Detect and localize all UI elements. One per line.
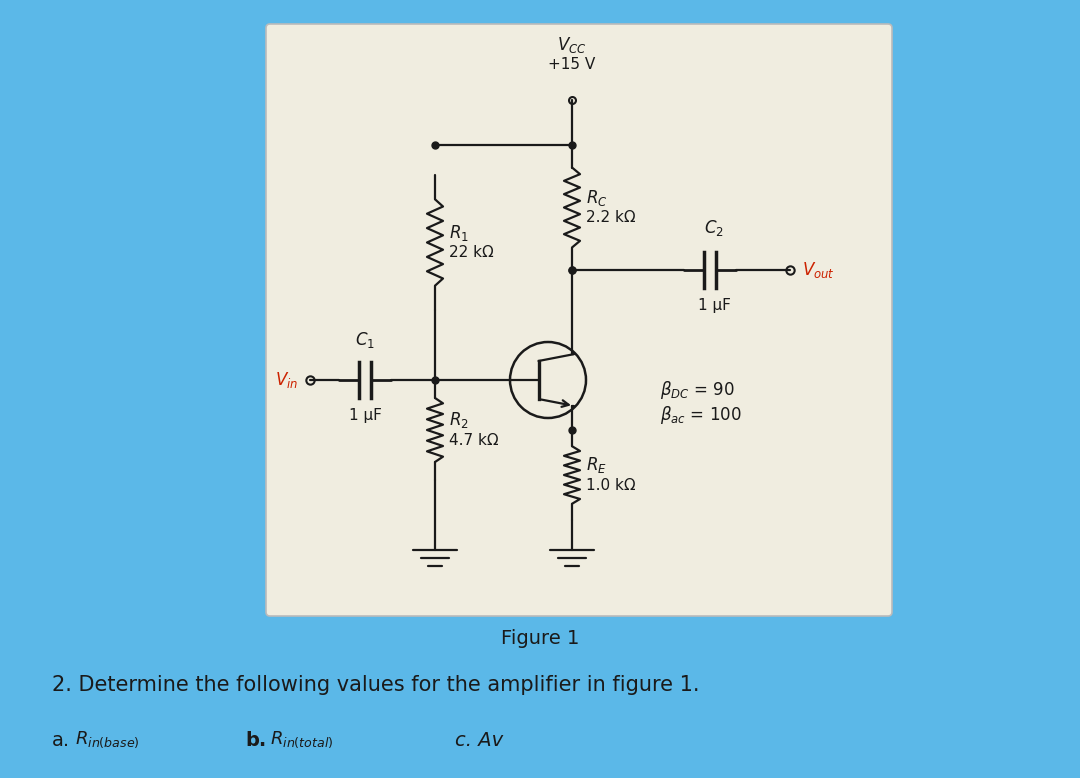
Text: $V_{CC}$: $V_{CC}$ xyxy=(557,35,586,55)
Text: 2.2 kΩ: 2.2 kΩ xyxy=(586,210,636,225)
Text: b.: b. xyxy=(245,731,267,749)
FancyBboxPatch shape xyxy=(266,24,892,616)
Text: 1.0 kΩ: 1.0 kΩ xyxy=(586,478,636,492)
Text: Figure 1: Figure 1 xyxy=(501,629,579,647)
Text: $R_C$: $R_C$ xyxy=(586,187,608,208)
Text: $R_{in(total)}$: $R_{in(total)}$ xyxy=(270,730,334,750)
Text: 1 μF: 1 μF xyxy=(698,298,730,313)
Text: $C_1$: $C_1$ xyxy=(355,330,375,350)
Text: 22 kΩ: 22 kΩ xyxy=(449,245,494,260)
Text: +15 V: +15 V xyxy=(549,57,596,72)
Text: $\beta_{ac}$ = 100: $\beta_{ac}$ = 100 xyxy=(660,404,742,426)
Text: 2. Determine the following values for the amplifier in figure 1.: 2. Determine the following values for th… xyxy=(52,675,700,695)
Text: $V_{out}$: $V_{out}$ xyxy=(802,260,835,280)
Text: $R_2$: $R_2$ xyxy=(449,410,469,430)
Text: 4.7 kΩ: 4.7 kΩ xyxy=(449,433,499,447)
Text: $C_2$: $C_2$ xyxy=(704,218,724,238)
Text: a.: a. xyxy=(52,731,70,749)
Text: c. Av: c. Av xyxy=(455,731,503,749)
Text: $R_1$: $R_1$ xyxy=(449,223,469,243)
Text: $R_{in(base)}$: $R_{in(base)}$ xyxy=(75,730,139,750)
Text: 1 μF: 1 μF xyxy=(349,408,381,423)
Text: $R_E$: $R_E$ xyxy=(586,455,607,475)
Text: $\beta_{DC}$ = 90: $\beta_{DC}$ = 90 xyxy=(660,379,734,401)
Text: $V_{in}$: $V_{in}$ xyxy=(274,370,298,390)
